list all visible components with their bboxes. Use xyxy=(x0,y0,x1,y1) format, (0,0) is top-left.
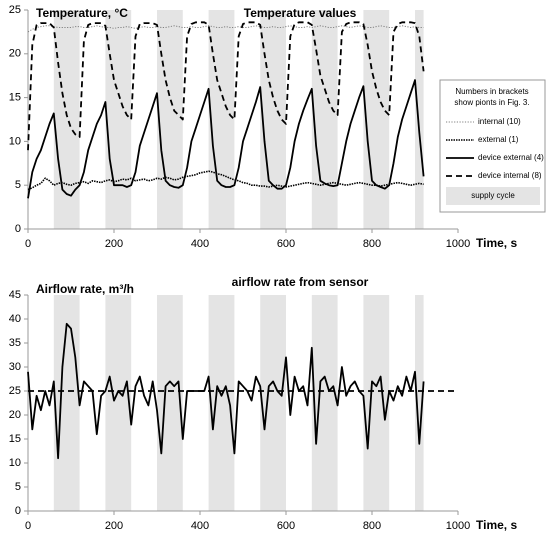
y-tick-label: 0 xyxy=(15,223,21,235)
y-tick-label: 30 xyxy=(9,361,21,373)
y-tick-label: 15 xyxy=(9,433,21,445)
y-tick-label: 10 xyxy=(9,457,21,469)
y-tick-label: 25 xyxy=(9,385,21,397)
data-line xyxy=(27,79,425,199)
shaded-band xyxy=(260,295,286,511)
shaded-band xyxy=(260,10,286,229)
shaded-band xyxy=(105,295,132,511)
y-tick-label: 45 xyxy=(9,289,21,301)
shaded-band xyxy=(105,10,132,229)
x-tick-label: 800 xyxy=(363,520,381,532)
y-tick-label: 25 xyxy=(9,4,21,16)
legend-note: Numbers in brackets xyxy=(455,87,528,96)
x-tick-label: 1000 xyxy=(446,238,470,250)
x-tick-label: 0 xyxy=(25,238,31,250)
data-line xyxy=(27,25,424,33)
shaded-band xyxy=(157,10,183,229)
x-tick-label: 600 xyxy=(277,520,295,532)
y-tick-label: 15 xyxy=(9,92,21,104)
legend: Numbers in brackets show pionts in Fig. 3… xyxy=(439,79,546,213)
legend-label: internal (10) xyxy=(478,117,521,126)
x-tick-label: 200 xyxy=(105,520,123,532)
legend-swatch xyxy=(446,187,540,205)
x-axis-label: Time, s xyxy=(476,236,517,250)
shaded-band xyxy=(311,295,338,511)
x-axis-label: Time, s xyxy=(476,518,517,532)
legend-note: show pionts in Fig. 3. xyxy=(454,98,529,107)
shaded-band xyxy=(53,10,80,229)
shaded-band xyxy=(208,295,235,511)
chart-title: airflow rate from sensor xyxy=(232,275,369,289)
x-tick-label: 200 xyxy=(105,238,123,250)
shaded-band xyxy=(208,10,235,229)
y-axis-label: Temperature, °C xyxy=(36,6,128,20)
legend-label: device internal (8) xyxy=(478,171,542,180)
y-tick-label: 5 xyxy=(15,179,21,191)
y-tick-label: 10 xyxy=(9,135,21,147)
x-tick-label: 600 xyxy=(277,238,295,250)
data-line xyxy=(27,21,425,151)
legend-label: device external (4) xyxy=(478,153,544,162)
legend-label: supply cycle xyxy=(471,191,515,200)
shaded-band xyxy=(415,295,424,511)
x-tick-label: 0 xyxy=(25,520,31,532)
y-tick-label: 5 xyxy=(15,481,21,493)
shaded-band xyxy=(363,10,390,229)
y-tick-label: 20 xyxy=(9,409,21,421)
shaded-band xyxy=(311,10,338,229)
legend-label: external (1) xyxy=(478,135,519,144)
y-tick-label: 0 xyxy=(15,505,21,517)
x-tick-label: 1000 xyxy=(446,520,470,532)
chart-title: Temperature values xyxy=(244,6,357,20)
y-tick-label: 40 xyxy=(9,313,21,325)
shaded-band xyxy=(363,295,390,511)
x-tick-label: 400 xyxy=(191,520,209,532)
shaded-band xyxy=(157,295,183,511)
y-axis-label: Airflow rate, m³/h xyxy=(36,282,134,296)
x-tick-label: 400 xyxy=(191,238,209,250)
y-tick-label: 20 xyxy=(9,48,21,60)
data-line xyxy=(27,322,425,460)
data-line xyxy=(27,170,424,191)
shaded-band xyxy=(415,10,424,229)
y-tick-label: 35 xyxy=(9,337,21,349)
x-tick-label: 800 xyxy=(363,238,381,250)
